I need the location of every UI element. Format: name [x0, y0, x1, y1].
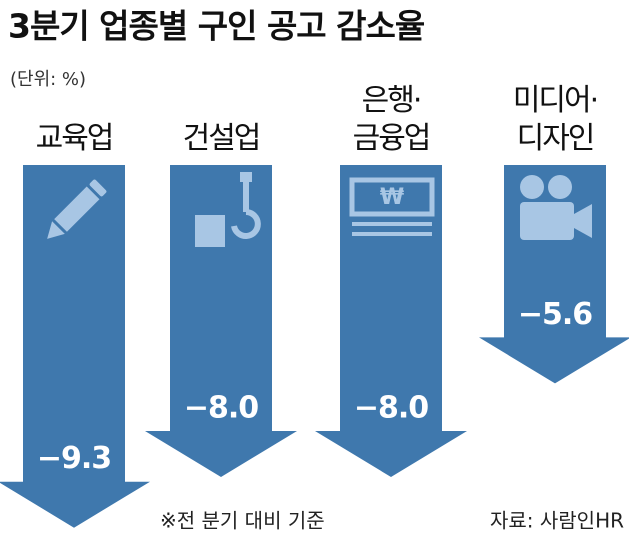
arrow-bar [0, 165, 150, 528]
note: ※전 분기 대비 기준 [160, 509, 325, 533]
source: 자료: 사람인HR [490, 509, 624, 533]
category-label: 미디어· 디자인 [512, 83, 599, 156]
chart-title: 3분기 업종별 구인 공고 감소율 [8, 7, 425, 46]
value-label: −9.3 [37, 441, 111, 476]
chart-subtitle: (단위: %) [10, 69, 86, 90]
category-label: 은행· 금융업 [352, 83, 432, 156]
arrow-bar [145, 165, 297, 477]
svg-text:₩: ₩ [380, 185, 404, 210]
building-crane-icon [195, 172, 261, 247]
icons: ₩ [47, 172, 592, 247]
arrow-bar [479, 165, 629, 384]
money-icon: ₩ [349, 177, 435, 236]
category-label: 건설업 [182, 121, 262, 156]
value-label: −8.0 [184, 391, 258, 426]
value-label: −5.6 [518, 297, 592, 332]
arrow-bar [315, 165, 467, 477]
pencil-icon [47, 179, 107, 239]
category-label: 교육업 [35, 121, 115, 156]
value-label: −8.0 [354, 391, 428, 426]
camera-icon [520, 175, 592, 240]
